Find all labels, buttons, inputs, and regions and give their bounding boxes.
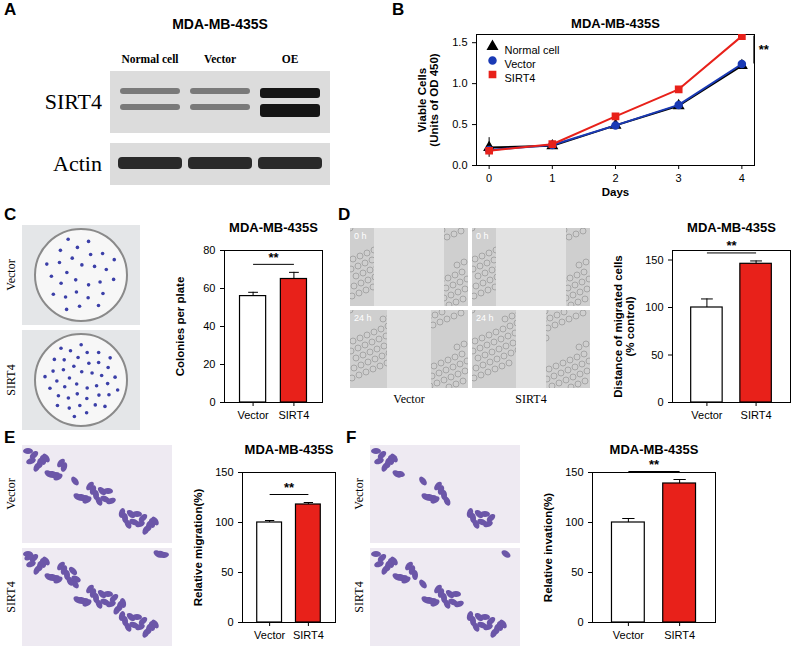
svg-text:0: 0 <box>577 616 583 628</box>
svg-text:0.0: 0.0 <box>452 159 467 171</box>
html-text:C: C <box>4 205 17 224</box>
svg-text:MDA-MB-435S: MDA-MB-435S <box>229 220 318 235</box>
svg-text:50: 50 <box>221 566 233 578</box>
svg-text:Normal cell: Normal cell <box>121 53 178 65</box>
svg-text:**: ** <box>726 238 737 253</box>
svg-text:Days: Days <box>602 186 630 198</box>
svg-text:Vector: Vector <box>204 53 236 65</box>
svg-text:20: 20 <box>203 358 215 370</box>
svg-text:1.0: 1.0 <box>452 77 467 89</box>
svg-text:SIRT4: SIRT4 <box>741 409 772 421</box>
svg-text:Vector: Vector <box>352 478 366 509</box>
svg-text:0 h: 0 h <box>354 231 367 241</box>
svg-text:150: 150 <box>215 466 233 478</box>
svg-text:4: 4 <box>739 172 745 184</box>
svg-text:0: 0 <box>227 616 233 628</box>
svg-text:Normal cell: Normal cell <box>505 44 560 56</box>
svg-text:0: 0 <box>657 396 663 408</box>
html-text:D: D <box>338 205 351 224</box>
svg-text:**: ** <box>649 457 660 472</box>
svg-text:MDA-MB-435S: MDA-MB-435S <box>172 16 268 32</box>
svg-text:0 h: 0 h <box>476 231 489 241</box>
svg-text:Relative invation(%): Relative invation(%) <box>542 493 554 602</box>
svg-text:50: 50 <box>651 349 663 361</box>
svg-text:SIRT4: SIRT4 <box>664 629 695 641</box>
svg-text:100: 100 <box>565 516 583 528</box>
svg-text:OE: OE <box>282 53 299 65</box>
svg-text:MDA-MB-435S: MDA-MB-435S <box>610 442 699 457</box>
svg-text:Actin: Actin <box>53 151 102 176</box>
svg-text:80: 80 <box>203 244 215 256</box>
svg-text:SIRT4: SIRT4 <box>278 409 309 421</box>
svg-text:Vector: Vector <box>254 629 286 641</box>
svg-text:Vector: Vector <box>691 409 723 421</box>
html-text:Vector: Vector <box>393 392 425 406</box>
svg-text:**: ** <box>759 42 770 57</box>
svg-text:60: 60 <box>203 282 215 294</box>
svg-text:SIRT4: SIRT4 <box>505 72 536 84</box>
svg-text:3: 3 <box>676 172 682 184</box>
svg-text:0: 0 <box>209 396 215 408</box>
svg-text:100: 100 <box>215 516 233 528</box>
svg-text:2: 2 <box>612 172 618 184</box>
svg-text:0.5: 0.5 <box>452 118 467 130</box>
html-text:E: E <box>4 428 16 447</box>
svg-text:**: ** <box>284 480 295 495</box>
svg-text:SIRT4: SIRT4 <box>293 629 324 641</box>
svg-text:Vector: Vector <box>237 409 269 421</box>
svg-text:MDA-MB-435S: MDA-MB-435S <box>245 442 334 457</box>
svg-text:MDA-MB-435S: MDA-MB-435S <box>571 16 660 31</box>
svg-text:Vector: Vector <box>4 259 18 290</box>
svg-text:SIRT4: SIRT4 <box>4 364 18 395</box>
svg-text:1.5: 1.5 <box>452 36 467 48</box>
html-text:A: A <box>4 0 17 19</box>
svg-text:150: 150 <box>645 254 663 266</box>
svg-text:150: 150 <box>565 466 583 478</box>
svg-text:40: 40 <box>203 320 215 332</box>
svg-text:Colonies per plate: Colonies per plate <box>174 277 186 377</box>
svg-text:Distance of migrated cells(% c: Distance of migrated cells(% control) <box>612 255 636 398</box>
svg-text:Vector: Vector <box>613 629 645 641</box>
svg-text:Vector: Vector <box>4 478 18 509</box>
svg-text:SIRT4: SIRT4 <box>45 89 102 114</box>
html-text:B: B <box>392 0 405 19</box>
svg-text:SIRT4: SIRT4 <box>4 581 18 612</box>
html-text:SIRT4: SIRT4 <box>515 392 547 406</box>
svg-text:Viable Cells(Units of OD 450): Viable Cells(Units of OD 450) <box>416 53 440 146</box>
svg-text:24 h: 24 h <box>476 313 494 323</box>
svg-text:SIRT4: SIRT4 <box>352 581 366 612</box>
svg-text:MDA-MB-435S: MDA-MB-435S <box>687 220 776 235</box>
svg-text:1: 1 <box>549 172 555 184</box>
svg-text:100: 100 <box>645 301 663 313</box>
svg-text:0: 0 <box>486 172 492 184</box>
svg-text:**: ** <box>268 250 279 265</box>
html-text:F: F <box>346 428 357 447</box>
svg-text:50: 50 <box>571 566 583 578</box>
svg-text:Relative migration(%): Relative migration(%) <box>192 489 204 607</box>
svg-text:Vector: Vector <box>505 58 537 70</box>
svg-text:24 h: 24 h <box>354 313 372 323</box>
